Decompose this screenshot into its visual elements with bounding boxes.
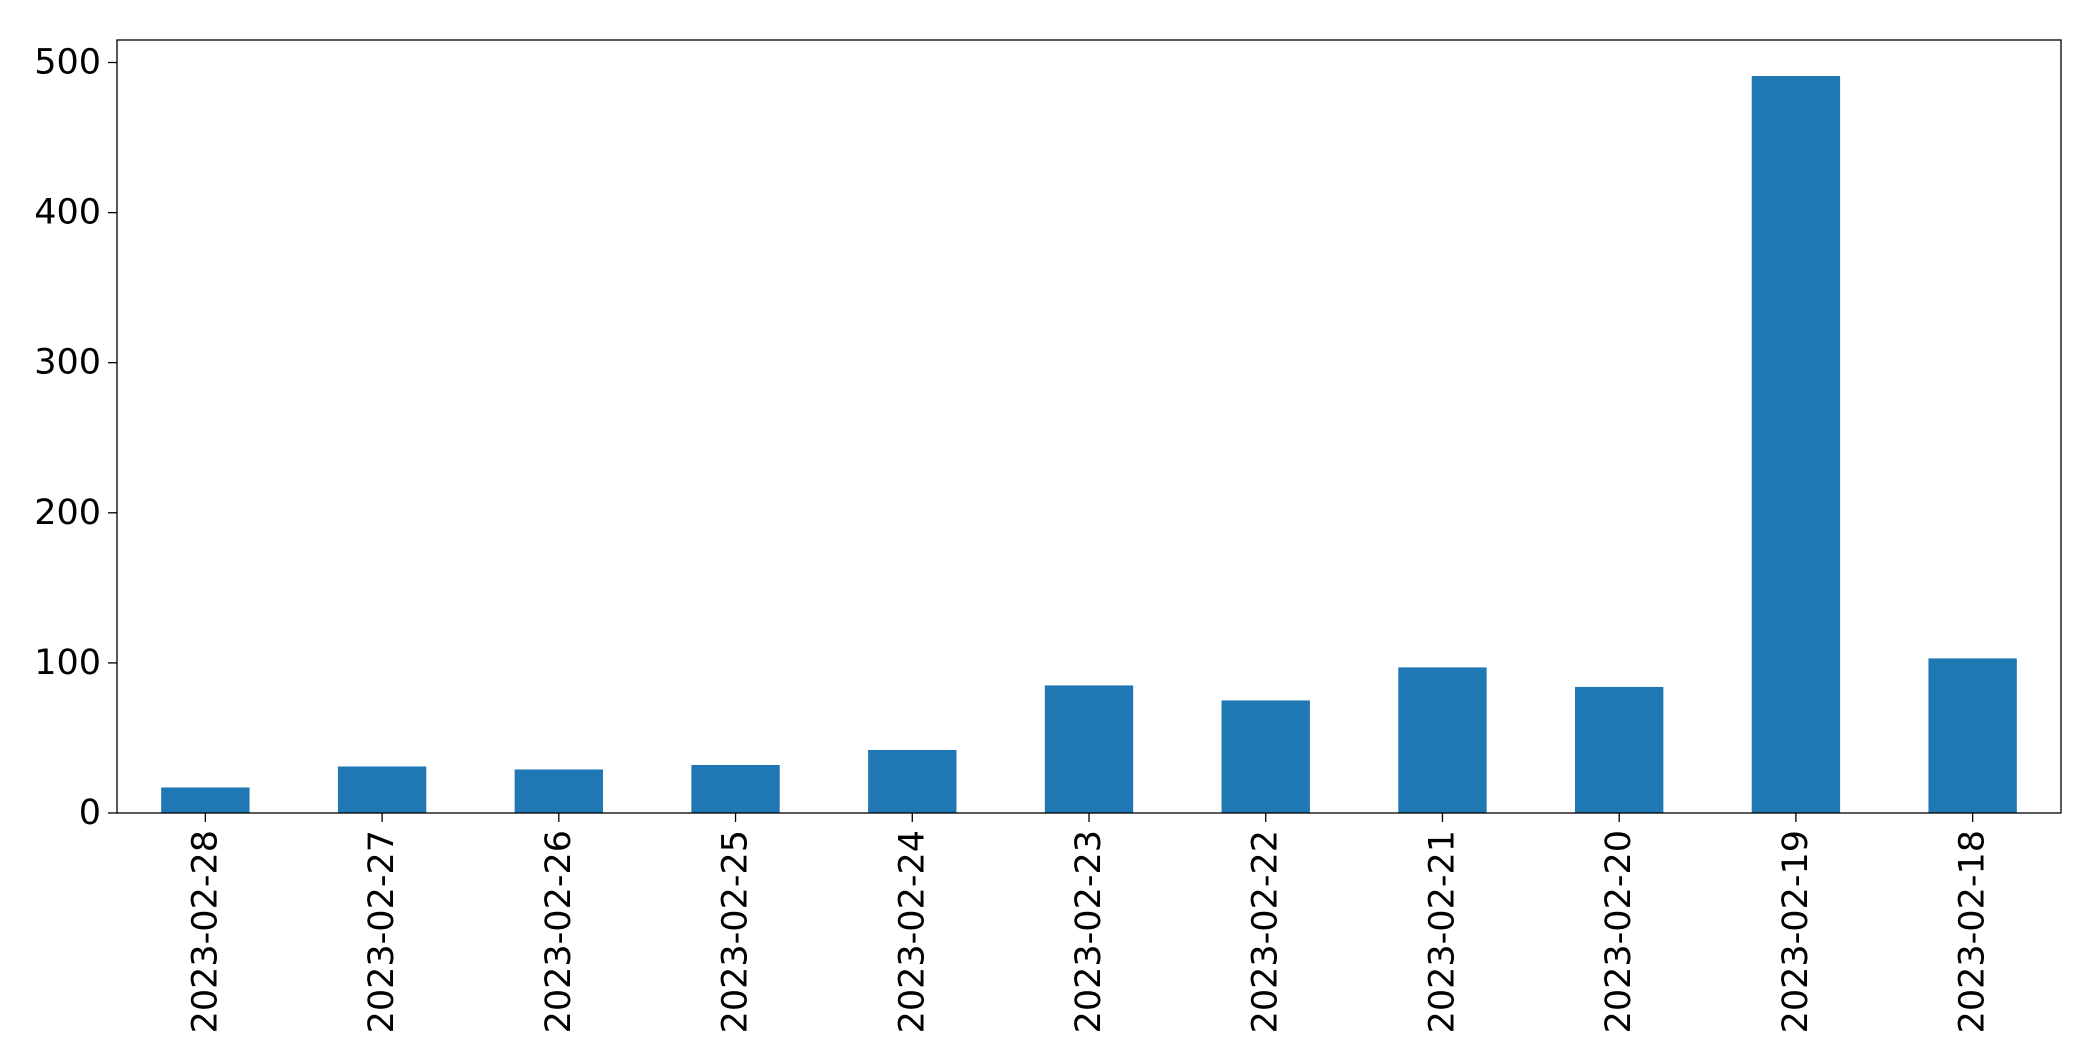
bar-2023-02-26 [514, 769, 603, 813]
y-tick-label: 200 [34, 493, 101, 533]
x-tick-label: 2023-02-24 [892, 830, 932, 1033]
x-tick-label: 2023-02-20 [1599, 830, 1639, 1033]
y-tick-label: 100 [34, 643, 101, 683]
bar-2023-02-23 [1044, 685, 1134, 813]
x-tick-label: 2023-02-28 [185, 830, 225, 1033]
y-tick-label: 500 [34, 43, 101, 83]
bar-2023-02-28 [161, 787, 250, 813]
y-axis: 0 100 200 300 400 500 [34, 43, 117, 833]
y-tick-label: 400 [34, 193, 101, 233]
bar-2023-02-27 [337, 766, 427, 813]
x-tick-label: 2023-02-18 [1953, 830, 1993, 1033]
bar-2023-02-24 [868, 749, 957, 813]
y-tick-label: 0 [79, 793, 101, 833]
plot-frame [116, 39, 2062, 814]
x-tick-label: 2023-02-26 [539, 830, 579, 1033]
x-tick-label: 2023-02-22 [1246, 830, 1286, 1033]
x-tick-label: 2023-02-23 [1069, 830, 1109, 1033]
x-tick-label: 2023-02-21 [1422, 830, 1462, 1033]
bar-2023-02-20 [1575, 686, 1664, 813]
x-tick-label: 2023-02-19 [1776, 830, 1816, 1033]
bar-2023-02-19 [1751, 76, 1841, 813]
bar-2023-02-21 [1398, 667, 1487, 813]
x-tick-label: 2023-02-25 [716, 830, 756, 1033]
bar-2023-02-25 [691, 764, 780, 813]
bars-layer [161, 76, 2017, 813]
bar-2023-02-22 [1221, 700, 1310, 813]
x-axis: 2023-02-28 2023-02-27 2023-02-26 2023-02-25… [185, 813, 1993, 1033]
x-tick-label: 2023-02-27 [362, 830, 402, 1033]
y-tick-label: 300 [34, 343, 101, 383]
bar-2023-02-18 [1928, 658, 2017, 813]
